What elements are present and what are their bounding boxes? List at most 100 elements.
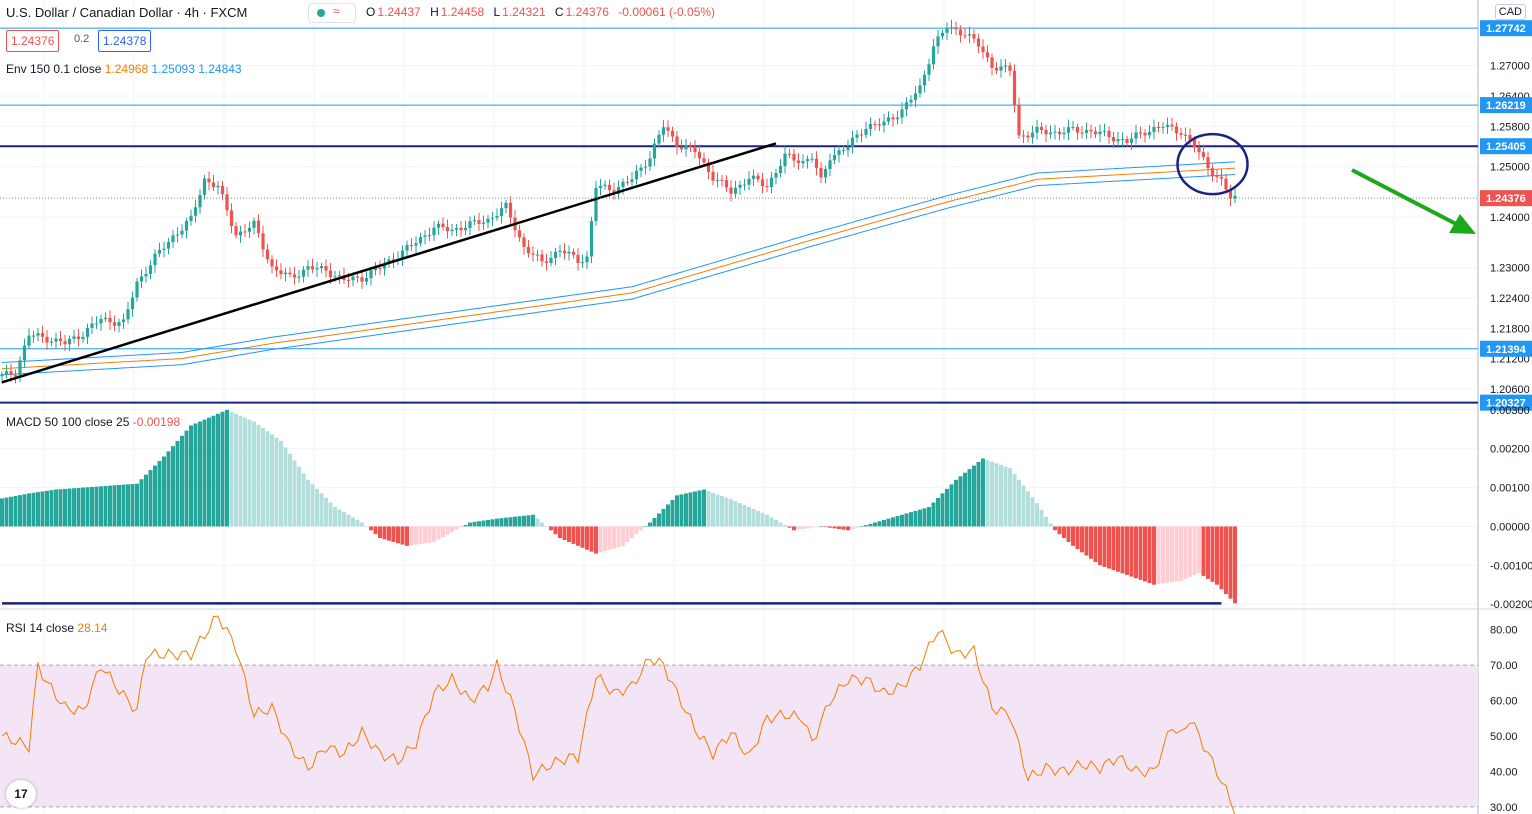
candle-body xyxy=(648,158,652,167)
candle-body xyxy=(985,52,990,58)
candle-body xyxy=(940,32,945,37)
candle-body xyxy=(1035,126,1039,133)
candle-body xyxy=(670,130,675,137)
candle-body xyxy=(634,170,639,180)
candle-body xyxy=(225,194,229,211)
macd-bar xyxy=(981,458,985,527)
candle-body xyxy=(535,254,540,256)
candle-body xyxy=(729,187,733,194)
macd-bar xyxy=(562,526,567,541)
macd-bar xyxy=(1156,526,1161,585)
market-status-pill[interactable]: ≈ xyxy=(308,3,356,23)
candle-body xyxy=(432,227,436,236)
candle-body xyxy=(783,153,787,167)
price-tick-label: 1.21800 xyxy=(1490,323,1530,335)
candle-body xyxy=(261,233,265,250)
candle-body xyxy=(1048,132,1053,135)
macd-bar xyxy=(751,508,756,527)
candle-body xyxy=(486,218,490,223)
macd-bar xyxy=(567,526,571,542)
macd-bar xyxy=(234,413,238,527)
macd-bar xyxy=(1134,526,1138,579)
candle-body xyxy=(724,180,729,188)
open-value: 1.24437 xyxy=(377,5,421,19)
candle-body xyxy=(180,230,184,235)
candle-body xyxy=(288,272,292,275)
macd-bar xyxy=(1179,526,1183,581)
macd-bar xyxy=(247,419,252,527)
candle-body xyxy=(787,153,792,155)
buy-price-button[interactable]: 1.24378 xyxy=(98,30,152,52)
rsi-tick-label: 60.00 xyxy=(1490,696,1518,708)
macd-bar xyxy=(1170,526,1174,583)
candle-body xyxy=(247,227,252,232)
rsi-tick-label: 50.00 xyxy=(1490,731,1518,743)
envelope-legend[interactable]: Env 150 0.1 close 1.24968 1.25093 1.2484… xyxy=(6,62,242,76)
tradingview-logo-icon[interactable]: 17 xyxy=(6,780,36,808)
macd-bar xyxy=(387,526,391,541)
candle-body xyxy=(675,136,679,148)
macd-bar xyxy=(90,486,94,527)
spread-value: 0.2 xyxy=(74,33,90,45)
candle-body xyxy=(837,150,841,155)
candle-body xyxy=(31,335,36,337)
highlight-circle xyxy=(1176,132,1249,196)
macd-bar xyxy=(292,460,297,527)
candle-body xyxy=(657,134,661,144)
candle-body xyxy=(711,171,715,181)
sell-price-button[interactable]: 1.24376 xyxy=(6,30,60,52)
macd-bar xyxy=(1107,526,1111,569)
candles xyxy=(0,19,1237,384)
candle-body xyxy=(742,184,747,186)
macd-bar xyxy=(661,508,666,527)
macd-bar xyxy=(549,526,553,531)
macd-bar xyxy=(1098,526,1102,566)
candle-body xyxy=(157,249,162,254)
macd-bar xyxy=(409,526,414,546)
candle-body xyxy=(922,74,927,86)
macd-bar xyxy=(1102,526,1107,567)
currency-selector[interactable]: CAD xyxy=(1494,4,1526,20)
candle-body xyxy=(1003,65,1008,67)
level-price-label: 1.21394 xyxy=(1486,344,1527,356)
macd-bar xyxy=(900,514,904,527)
macd-bar xyxy=(882,519,886,527)
macd-bar xyxy=(616,526,621,548)
candle-body xyxy=(85,327,90,337)
macd-bar xyxy=(76,487,81,527)
candle-body xyxy=(684,145,688,150)
candle-body xyxy=(810,158,814,160)
macd-bar xyxy=(1152,526,1156,585)
macd-bar xyxy=(441,526,445,538)
candle-body xyxy=(846,146,850,151)
macd-bar xyxy=(342,512,346,527)
candle-body xyxy=(1161,127,1165,129)
macd-bar xyxy=(1021,485,1026,527)
level-price-tag xyxy=(1480,394,1532,411)
candle-body xyxy=(108,317,112,323)
macd-bar xyxy=(481,520,486,527)
candle-body xyxy=(81,336,85,340)
macd-bar xyxy=(1084,526,1089,556)
macd-bar xyxy=(832,526,837,529)
macd-bar xyxy=(1008,468,1012,527)
symbol-title[interactable]: U.S. Dollar / Canadian Dollar · 4h · FXC… xyxy=(6,5,248,20)
macd-bar xyxy=(747,507,751,527)
macd-legend[interactable]: MACD 50 100 close 25 -0.00198 xyxy=(6,415,180,429)
open-key: O xyxy=(366,5,376,19)
candle-body xyxy=(774,173,778,178)
macd-bar xyxy=(927,507,931,527)
candle-body xyxy=(706,162,711,172)
macd-bar xyxy=(346,514,351,527)
macd-bar xyxy=(36,492,40,527)
candle-body xyxy=(1192,139,1197,148)
candle-body xyxy=(427,235,432,237)
candle-body xyxy=(274,266,279,271)
candle-body xyxy=(1120,139,1125,141)
candle-body xyxy=(40,333,45,337)
candle-body xyxy=(22,345,27,361)
rsi-legend[interactable]: RSI 14 close 28.14 xyxy=(6,621,107,635)
macd-bar xyxy=(1053,526,1057,531)
macd-bar xyxy=(724,497,729,527)
